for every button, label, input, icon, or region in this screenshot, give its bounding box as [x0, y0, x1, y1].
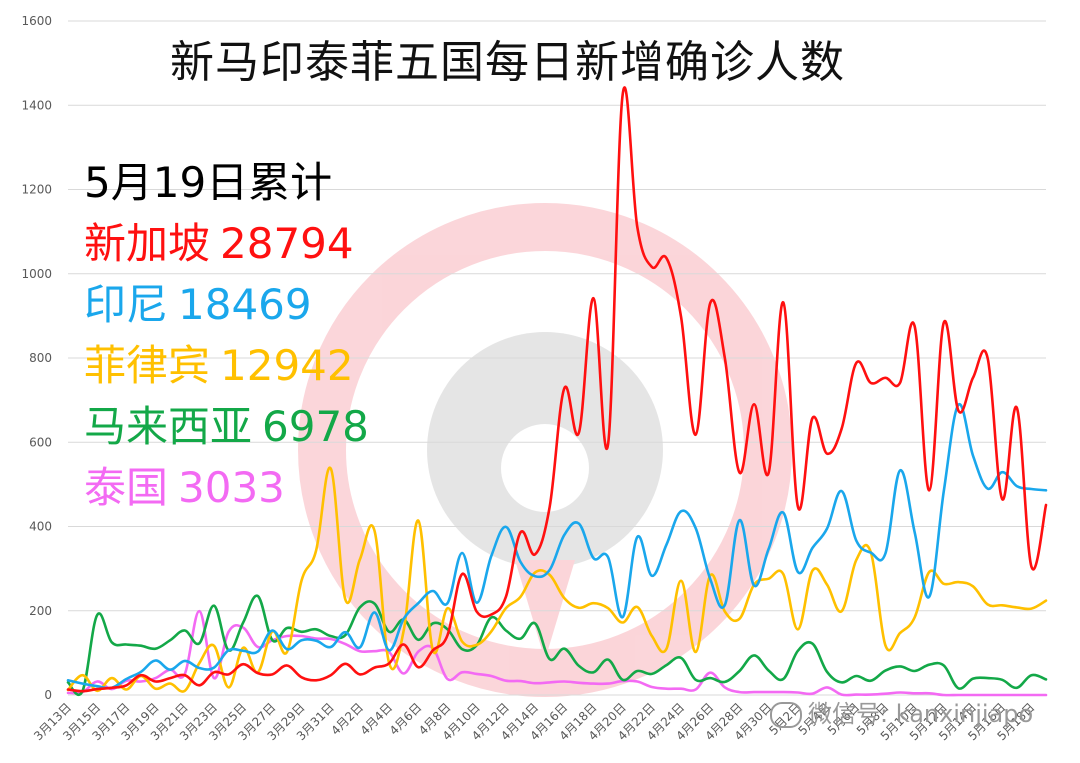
summary-total: 18469 — [178, 280, 312, 329]
summary-country: 新加坡 — [84, 219, 211, 268]
summary-country: 菲律宾 — [84, 341, 211, 390]
x-tick-label: 4月4日 — [358, 700, 396, 738]
y-tick-label: 800 — [29, 351, 52, 365]
y-tick-label: 1000 — [21, 267, 52, 281]
y-tick-label: 0 — [44, 688, 52, 702]
summary-item-indonesia: 印尼 18469 — [84, 274, 369, 335]
y-axis: 0 200 400 600 800 1000 1200 1400 1600 — [21, 14, 52, 702]
wechat-id: 微信号: kanxinjiapo — [808, 700, 1034, 728]
y-tick-label: 400 — [29, 520, 52, 534]
summary-country: 印尼 — [84, 280, 169, 329]
chart-title: 新马印泰菲五国每日新增确诊人数 — [170, 37, 845, 88]
y-tick-label: 600 — [29, 435, 52, 449]
summary-total: 6978 — [262, 402, 369, 451]
x-tick-label: 4月6日 — [387, 700, 425, 738]
summary-country: 马来西亚 — [84, 402, 253, 451]
summary-item-malaysia: 马来西亚 6978 — [84, 396, 369, 457]
series-line-2 — [66, 403, 1048, 690]
wechat-icon — [770, 702, 802, 728]
x-tick-label: 4月2日 — [328, 700, 366, 738]
gridlines — [68, 20, 1046, 696]
summary-item-singapore: 新加坡 28794 — [84, 213, 369, 274]
summary-total: 28794 — [220, 219, 354, 268]
y-tick-label: 1400 — [21, 98, 52, 112]
summary-total: 12942 — [220, 341, 354, 390]
wechat-watermark: 微信号: kanxinjiapo — [770, 694, 1033, 729]
cumulative-summary: 5月19日累计 新加坡 28794 印尼 18469 菲律宾 12942 马来西亚 69… — [84, 152, 369, 518]
y-tick-label: 1600 — [21, 14, 52, 28]
series-lines — [66, 86, 1048, 697]
summary-total: 3033 — [178, 463, 285, 512]
summary-country: 泰国 — [84, 463, 169, 512]
summary-heading: 5月19日累计 — [84, 158, 333, 207]
summary-item-philippines: 菲律宾 12942 — [84, 335, 369, 396]
y-tick-label: 1200 — [21, 183, 52, 197]
summary-item-thailand: 泰国 3033 — [84, 457, 369, 518]
series-line-1 — [66, 86, 1048, 693]
y-tick-label: 200 — [29, 604, 52, 618]
series-line-5 — [66, 609, 1048, 697]
watermark — [298, 203, 792, 697]
